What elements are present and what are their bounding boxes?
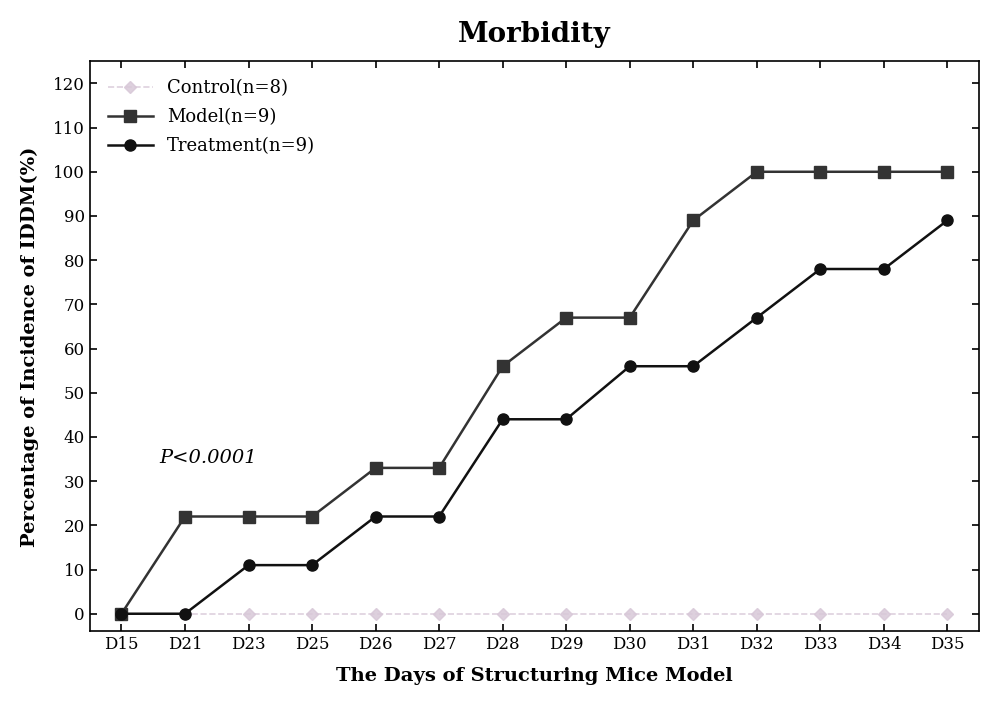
- Text: P<0.0001: P<0.0001: [160, 450, 257, 467]
- Title: Morbidity: Morbidity: [458, 21, 611, 48]
- Model(n=9): [814, 167, 826, 176]
- Model(n=9): [497, 362, 509, 371]
- Line: Treatment(n=9): Treatment(n=9): [116, 215, 953, 619]
- Treatment(n=9): [497, 415, 509, 424]
- Control(n=8): [624, 609, 636, 618]
- X-axis label: The Days of Structuring Mice Model: The Days of Structuring Mice Model: [336, 667, 733, 685]
- Treatment(n=9): [878, 265, 890, 273]
- Treatment(n=9): [941, 216, 953, 225]
- Model(n=9): [687, 216, 699, 225]
- Y-axis label: Percentage of Incidence of IDDM(%): Percentage of Incidence of IDDM(%): [21, 146, 39, 546]
- Control(n=8): [243, 609, 255, 618]
- Model(n=9): [306, 513, 318, 521]
- Treatment(n=9): [179, 609, 191, 618]
- Control(n=8): [306, 609, 318, 618]
- Model(n=9): [751, 167, 763, 176]
- Control(n=8): [370, 609, 382, 618]
- Treatment(n=9): [560, 415, 572, 424]
- Model(n=9): [115, 609, 127, 618]
- Model(n=9): [370, 464, 382, 472]
- Model(n=9): [243, 513, 255, 521]
- Treatment(n=9): [370, 513, 382, 521]
- Control(n=8): [751, 609, 763, 618]
- Treatment(n=9): [687, 362, 699, 371]
- Line: Model(n=9): Model(n=9): [116, 166, 953, 619]
- Control(n=8): [941, 609, 953, 618]
- Treatment(n=9): [306, 561, 318, 569]
- Control(n=8): [179, 609, 191, 618]
- Control(n=8): [497, 609, 509, 618]
- Treatment(n=9): [433, 513, 445, 521]
- Model(n=9): [941, 167, 953, 176]
- Treatment(n=9): [751, 313, 763, 322]
- Model(n=9): [179, 513, 191, 521]
- Model(n=9): [560, 313, 572, 322]
- Line: Control(n=8): Control(n=8): [117, 609, 952, 618]
- Control(n=8): [433, 609, 445, 618]
- Model(n=9): [433, 464, 445, 472]
- Treatment(n=9): [814, 265, 826, 273]
- Control(n=8): [814, 609, 826, 618]
- Control(n=8): [560, 609, 572, 618]
- Model(n=9): [624, 313, 636, 322]
- Treatment(n=9): [115, 609, 127, 618]
- Control(n=8): [115, 609, 127, 618]
- Treatment(n=9): [243, 561, 255, 569]
- Model(n=9): [878, 167, 890, 176]
- Treatment(n=9): [624, 362, 636, 371]
- Control(n=8): [687, 609, 699, 618]
- Legend: Control(n=8), Model(n=9), Treatment(n=9): Control(n=8), Model(n=9), Treatment(n=9): [99, 71, 324, 164]
- Control(n=8): [878, 609, 890, 618]
